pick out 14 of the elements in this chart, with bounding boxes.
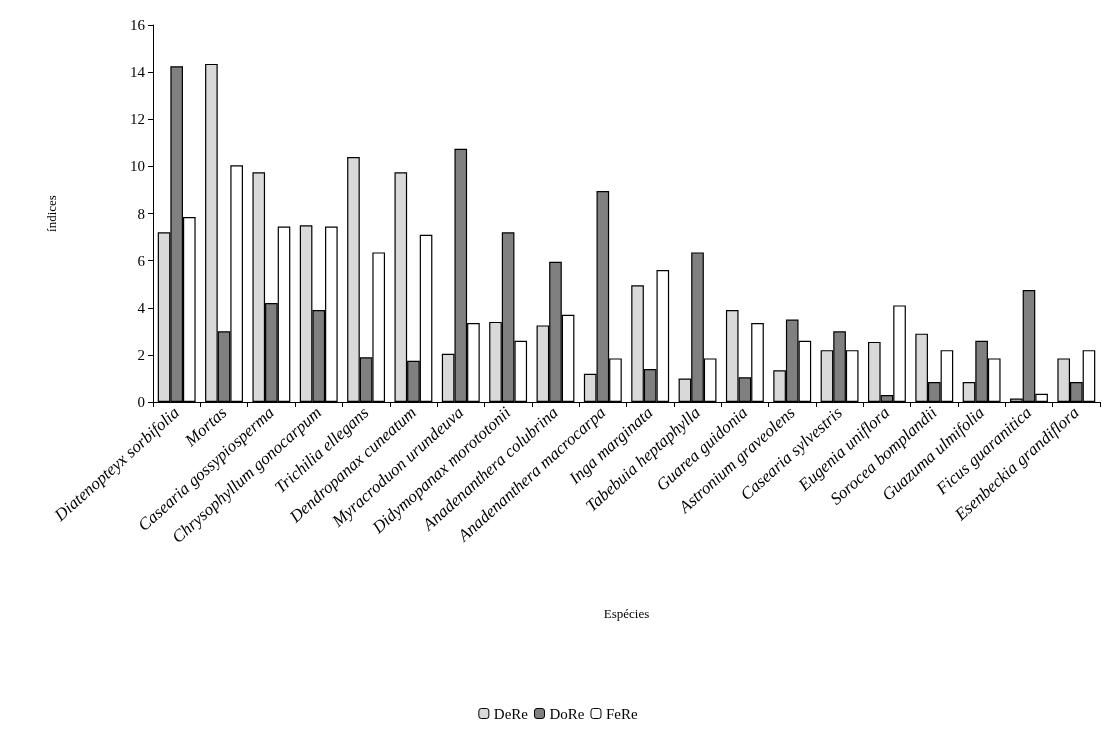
legend-label: DeRe <box>493 705 529 722</box>
y-tick-label: 6 <box>137 252 146 269</box>
y-tick-label: 12 <box>130 111 145 128</box>
legend-label: DoRe <box>549 705 585 722</box>
y-axis-title: índices <box>44 195 59 232</box>
y-tick-label: 8 <box>137 205 145 222</box>
x-axis-title: Espécies <box>603 606 650 621</box>
y-tick-label: 10 <box>130 158 145 175</box>
y-tick-label: 0 <box>137 394 145 410</box>
y-tick-label: 16 <box>130 17 146 33</box>
y-tick-label: 4 <box>137 299 146 316</box>
y-tick-label: 2 <box>137 346 145 363</box>
legend-label: FeRe <box>605 705 638 722</box>
y-tick-label: 14 <box>130 64 146 81</box>
